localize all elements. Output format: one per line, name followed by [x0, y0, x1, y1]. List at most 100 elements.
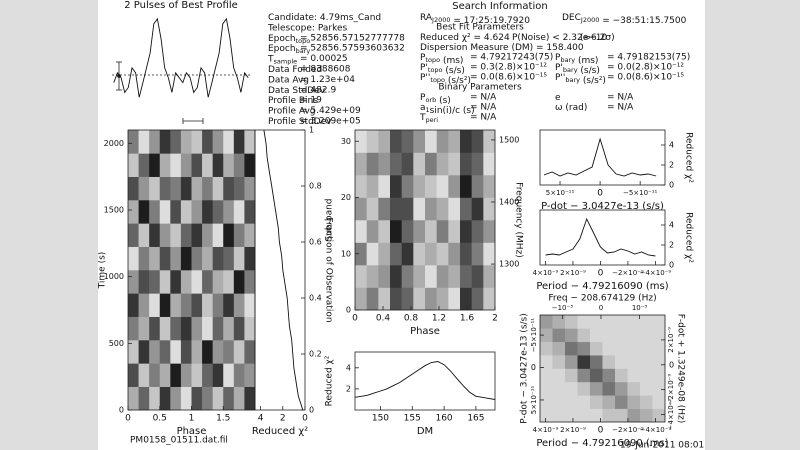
label-part: Data StdDev [268, 85, 326, 95]
info-label: DECJ2000 = −38:51:15.7500 [562, 13, 687, 26]
profile-decorations [112, 61, 250, 124]
label-part: ω (rad) [555, 103, 587, 113]
heat-cell [128, 270, 139, 294]
y-axis-label: Sub-band [325, 198, 335, 241]
side-margin [705, 0, 800, 450]
heat-cell [138, 246, 150, 271]
subscript: peri [426, 116, 439, 124]
heat-cell [590, 315, 603, 329]
heat-cell [202, 270, 213, 294]
heat-cell [565, 408, 578, 423]
x-tick-label: 4 [258, 414, 264, 424]
heat-cell [565, 315, 578, 329]
heat-cell [378, 130, 391, 153]
heat-cell [244, 246, 256, 271]
heat-cell [202, 130, 213, 154]
x-tick-label: 0 [597, 189, 603, 199]
heat-cell [577, 381, 591, 396]
plot-frame [354, 351, 496, 411]
y-tick-label: 4 [346, 363, 351, 372]
info-label: Profile Avg [268, 106, 316, 116]
heat-cell [202, 223, 213, 247]
info-label: Reduced χ² = 4.624 [420, 33, 510, 43]
label-part: (≈6.2σ) [580, 33, 615, 43]
heat-cell [128, 293, 139, 317]
heat-cell [355, 130, 367, 153]
y-tick-label: 2 [669, 161, 674, 170]
label-part: P'' [420, 73, 430, 83]
heat-cell [640, 328, 653, 343]
label-part: = −38:51:15.7500 [599, 16, 686, 26]
y-tick-label: 0.4 [309, 294, 322, 303]
info-label: Profile Bins [268, 96, 318, 106]
label-part: Reduced χ² = 4.624 [420, 33, 510, 43]
heat-cell [577, 341, 591, 356]
heat-cell [652, 315, 666, 329]
heat-cell [191, 270, 203, 294]
heat-cell [244, 223, 256, 247]
heat-cell [390, 197, 402, 221]
y-axis-label: F-dot + 1.3249e-08 (Hz) [676, 314, 686, 424]
heat-cell [212, 340, 224, 364]
y-axis-label: Reduced χ² [684, 132, 694, 183]
y-axis-label: Reduced χ² [325, 355, 335, 406]
info-label: ω (rad) [555, 103, 587, 113]
x-tick-label: −4×10⁻⁹ [640, 269, 672, 277]
heat-cell [170, 153, 182, 177]
label-part: Epoch [268, 44, 296, 54]
x-tick-label: 0 [302, 414, 308, 424]
heat-cell [233, 363, 245, 387]
y-tick-label: 0 [346, 306, 351, 315]
fit-title: Best Fit Parameters [436, 23, 524, 33]
heat-cell [223, 223, 235, 247]
heat-cell [448, 175, 461, 198]
heat-cell [159, 246, 171, 271]
heat-cell [223, 176, 235, 201]
heat-cell [149, 293, 161, 317]
heat-cell [390, 265, 402, 288]
heat-cell [413, 197, 426, 221]
heat-cell [170, 176, 182, 201]
heat-cell [138, 293, 150, 317]
info-label: Porb (s) [420, 93, 451, 106]
heat-cell [138, 340, 150, 364]
heat-cell [149, 386, 161, 411]
heat-cell [244, 176, 256, 201]
info-label: e [555, 93, 561, 103]
heat-cell [640, 341, 653, 356]
heat-cell [627, 328, 641, 343]
heat-cell [138, 200, 150, 224]
x-tick-label: 0 [125, 414, 131, 424]
heat-cell [128, 176, 139, 201]
date: 19-Jun-2011 08:01 [620, 441, 704, 450]
subscript: bary [565, 76, 580, 84]
heat-cell [602, 368, 616, 383]
x-tick-label: 2×10⁻⁹ [560, 426, 586, 434]
heat-cell [191, 130, 203, 154]
subscript: topo [430, 76, 445, 84]
heat-cell [244, 363, 256, 387]
heat-cell [138, 176, 150, 201]
heat-cell [390, 175, 402, 198]
heat-cell [413, 242, 426, 266]
heat-cell [401, 242, 414, 266]
heat-cell [471, 265, 484, 288]
y-tick-label: 5×10⁻¹¹ [530, 385, 538, 414]
heat-cell [483, 197, 496, 221]
heat-cell [149, 223, 161, 247]
heat-cell [552, 328, 566, 343]
label-part: P' [555, 63, 563, 73]
heat-cell [223, 130, 235, 154]
heat-cell [640, 315, 653, 329]
heat-cell [223, 200, 235, 224]
info-value: = 19 [300, 96, 322, 106]
x-axis-label: DM [417, 426, 433, 437]
heat-cell [244, 340, 256, 364]
heat-cell [652, 341, 666, 356]
heat-cell [413, 152, 426, 176]
y-tick-label: 2×10⁻⁹ [667, 327, 675, 353]
subscript: bary [563, 66, 578, 74]
x-axis-label: P-dot − 3.0427e-13 (s/s) [541, 201, 664, 212]
heat-cell [191, 153, 203, 177]
heat-cell [436, 242, 449, 266]
